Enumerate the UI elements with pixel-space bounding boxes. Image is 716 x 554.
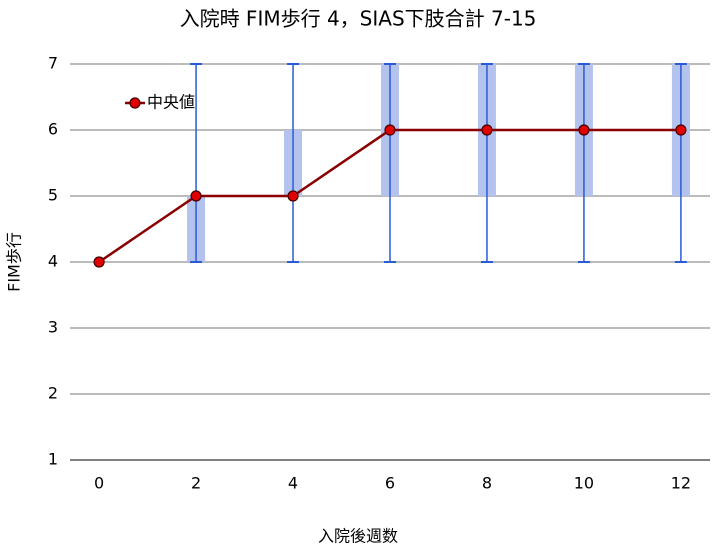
x-tick-label: 4 — [288, 474, 298, 493]
x-tick-label: 10 — [574, 474, 594, 493]
x-tick-label: 8 — [482, 474, 492, 493]
data-point — [384, 124, 396, 136]
y-tick-label: 6 — [48, 120, 58, 139]
data-point — [675, 124, 687, 136]
y-tick-label: 7 — [48, 54, 58, 73]
x-tick-label: 2 — [191, 474, 201, 493]
chart-title: 入院時 FIM歩行 4，SIAS下肢合計 7-15 — [180, 7, 537, 31]
data-point — [578, 124, 590, 136]
y-tick-label: 2 — [48, 384, 58, 403]
legend-marker — [129, 97, 141, 109]
data-point — [481, 124, 493, 136]
data-point — [190, 190, 202, 202]
x-tick-label: 0 — [94, 474, 104, 493]
x-tick-label: 12 — [671, 474, 691, 493]
y-tick-label: 3 — [48, 318, 58, 337]
legend-label: 中央値 — [147, 93, 195, 112]
y-axis-label: FIM歩行 — [5, 232, 24, 292]
y-tick-label: 1 — [48, 450, 58, 469]
x-axis-label: 入院後週数 — [318, 527, 398, 546]
data-point — [287, 190, 299, 202]
x-tick-label: 6 — [385, 474, 395, 493]
y-tick-label: 4 — [48, 252, 58, 271]
y-tick-label: 5 — [48, 186, 58, 205]
data-point — [93, 256, 105, 268]
